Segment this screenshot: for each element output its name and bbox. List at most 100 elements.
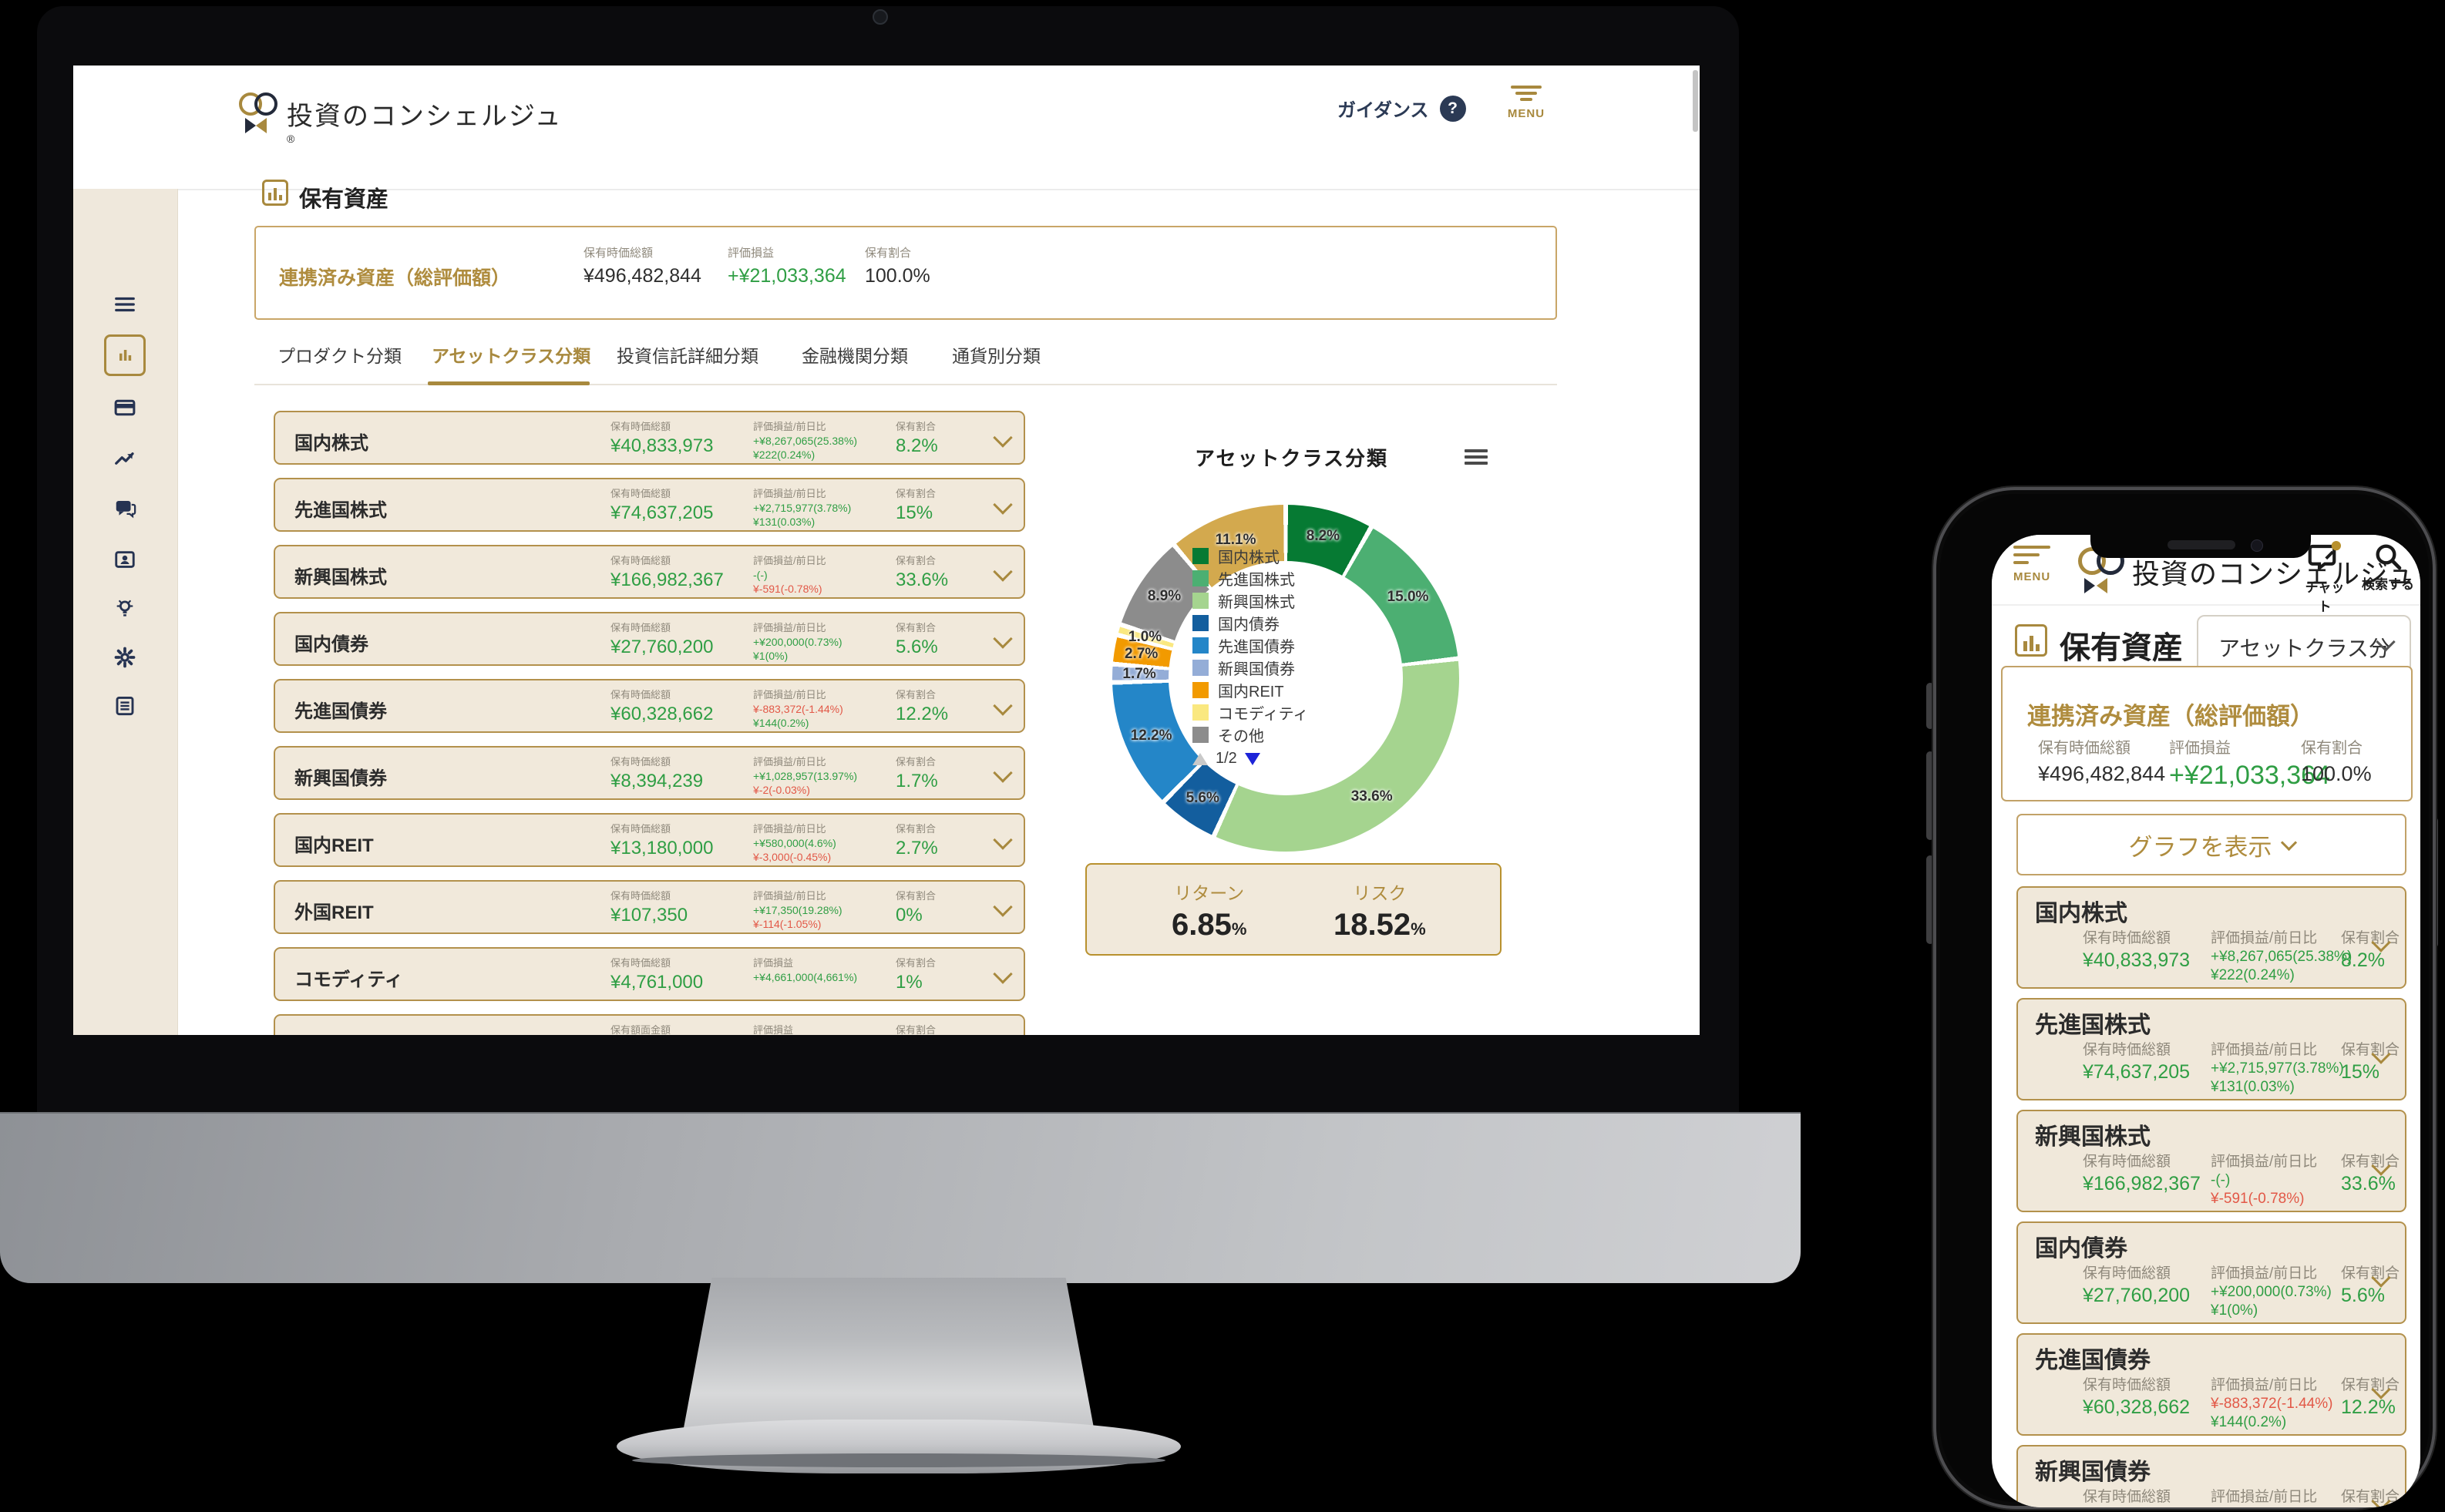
sidebar-item-settings[interactable] xyxy=(106,639,143,676)
donut-percent-label: 12.2% xyxy=(1130,727,1172,744)
tab-3[interactable]: 投資信託詳細分類 xyxy=(617,346,758,366)
donut-percent-label: 11.1% xyxy=(1215,532,1256,549)
asset-gain: 評価損益/前日比 +¥200,000(0.73%) ¥1(0%) xyxy=(2211,1265,2332,1319)
tab-5[interactable]: 通貨別分類 xyxy=(952,346,1041,366)
chevron-down-icon[interactable] xyxy=(993,696,1013,716)
gain-line: +¥8,267,065(25.38%) xyxy=(2211,949,2353,965)
asset-name: 国内債券 xyxy=(294,634,368,655)
legend-page-up-icon[interactable] xyxy=(1192,752,1208,765)
asset-gain: 評価損益- xyxy=(753,1024,794,1035)
asset-row[interactable]: 先進国債券 保有時価総額 ¥60,328,662 評価損益/前日比 ¥-883,372(… xyxy=(274,679,1025,733)
tab-1[interactable]: プロダクト分類 xyxy=(277,346,402,366)
monitor-stand-neck xyxy=(683,1278,1095,1432)
asset-market-value: 保有時価総額 ¥27,760,200 xyxy=(610,622,714,657)
sidebar-item-reports[interactable] xyxy=(106,687,143,724)
phone-asset-card[interactable]: 先進国債券 保有時価総額 ¥60,328,662 評価損益/前日比 ¥-883,372(… xyxy=(2016,1333,2406,1436)
asset-ratio: 保有割合 8.2% xyxy=(896,421,938,456)
sidebar-item-accounts[interactable] xyxy=(106,389,143,426)
logo-bowtie-icon xyxy=(256,118,267,133)
phone-category-dropdown[interactable]: アセットクラス分類 xyxy=(2197,615,2411,691)
donut-percent-label: 1.0% xyxy=(1128,628,1162,645)
chart-legend: 国内株式 先進国株式 新興国株式 国内債券 先進国債券 新興国債券 国内REIT コモディティ… xyxy=(1192,545,1393,770)
asset-gain: 評価損益/前日比 +¥200,000(0.73%) ¥1(0%) xyxy=(753,622,842,662)
page-title-icon xyxy=(262,180,288,206)
chevron-down-icon[interactable] xyxy=(993,495,1013,515)
phone-asset-card[interactable]: 国内株式 保有時価総額 ¥40,833,973 評価損益/前日比 +¥8,267,065… xyxy=(2016,886,2406,989)
asset-gain: 評価損益/前日比 +¥17,350(19.28%) ¥-114(-1.05%) xyxy=(753,890,842,930)
asset-row[interactable]: 国内債券 保有時価総額 ¥27,760,200 評価損益/前日比 +¥200,000(0… xyxy=(274,612,1025,666)
asset-market-value: 保有時価総額 ¥74,637,205 xyxy=(2083,1042,2191,1083)
logo-bowtie-icon xyxy=(2097,578,2107,593)
summary-ratio: 保有割合 100.0% xyxy=(865,247,930,287)
chart-menu-icon[interactable] xyxy=(1465,446,1488,465)
asset-market-value: 保有時価総額 ¥60,328,662 xyxy=(610,689,714,724)
phone-camera-icon xyxy=(2251,539,2263,552)
phone-menu-button[interactable]: MENU xyxy=(2013,546,2060,583)
chevron-down-icon[interactable] xyxy=(993,562,1013,582)
asset-market-value: 保有時価総額 ¥60,328,662 xyxy=(2083,1377,2191,1418)
guidance-button[interactable]: ガイダンス ? xyxy=(1337,95,1466,122)
phone-page-title-icon xyxy=(2015,624,2047,657)
app-title: 投資のコンシェルジュ® xyxy=(287,102,563,145)
gain-line: ¥222(0.24%) xyxy=(2211,967,2295,983)
asset-row[interactable]: 外国REIT 保有時価総額 ¥107,350 評価損益/前日比 +¥17,350(19.… xyxy=(274,880,1025,934)
gain-line: +¥8,267,065(25.38%) xyxy=(753,435,858,447)
legend-page-down-icon[interactable] xyxy=(1244,752,1260,765)
phone-asset-card[interactable]: 国内債券 保有時価総額 ¥27,760,200 評価損益/前日比 +¥200,000(0… xyxy=(2016,1221,2406,1324)
asset-row[interactable]: 国内REIT 保有時価総額 ¥13,180,000 評価損益/前日比 +¥580,000… xyxy=(274,813,1025,867)
sidebar-item-chat[interactable] xyxy=(106,490,143,527)
chevron-down-icon[interactable] xyxy=(993,763,1013,783)
tab-4[interactable]: 金融機関分類 xyxy=(802,346,908,366)
phone-show-graph-button[interactable]: グラフを表示 xyxy=(2016,814,2406,875)
sidebar-item-profile[interactable] xyxy=(106,541,143,578)
phone-summary-card: 連携済み資産（総評価額） 保有時価総額 ¥496,482,844 評価損益 +¥… xyxy=(2001,666,2413,801)
sidebar-item-menu[interactable] xyxy=(106,286,143,323)
phone-menu-label: MENU xyxy=(2013,570,2051,583)
chevron-down-icon[interactable] xyxy=(993,1031,1013,1035)
asset-gain: 評価損益/前日比 +¥2,715,977(3.78%) ¥131(0.03%) xyxy=(753,488,852,528)
asset-market-value: 保有時価総額 ¥166,982,367 xyxy=(2083,1154,2201,1194)
bar-chart-icon xyxy=(119,350,132,361)
asset-row[interactable]: 新興国債券 保有時価総額 ¥8,394,239 評価損益/前日比 +¥1,028,957… xyxy=(274,746,1025,800)
chevron-down-icon[interactable] xyxy=(993,830,1013,850)
asset-name: 新興国債券 xyxy=(2035,1460,2151,1485)
sidebar-item-performance[interactable] xyxy=(106,440,143,477)
menu-icon xyxy=(1499,86,1553,101)
asset-row[interactable]: 国内株式 保有時価総額 ¥40,833,973 評価損益/前日比 +¥8,267,065… xyxy=(274,411,1025,465)
asset-gain: 評価損益/前日比 +¥8,267,065(25.38%) ¥222(0.24%) xyxy=(2211,930,2353,983)
legend-label: 先進国債券 xyxy=(1218,639,1295,656)
asset-row[interactable]: 新興国株式 保有時価総額 ¥166,982,367 評価損益/前日比 -(-) ¥-591… xyxy=(274,545,1025,599)
chevron-down-icon[interactable] xyxy=(993,964,1013,984)
chevron-down-icon[interactable] xyxy=(993,428,1013,448)
donut-percent-label: 15.0% xyxy=(1387,589,1429,606)
gain-line: ¥131(0.03%) xyxy=(753,516,816,528)
legend-swatch xyxy=(1192,570,1209,586)
legend-swatch xyxy=(1192,704,1209,721)
chevron-down-icon[interactable] xyxy=(993,629,1013,649)
sidebar-item-advice[interactable] xyxy=(106,590,143,627)
tab-2[interactable]: アセットクラス分類 xyxy=(432,346,591,366)
menu-label: MENU xyxy=(1507,107,1545,120)
phone-asset-card[interactable]: 先進国株式 保有時価総額 ¥74,637,205 評価損益/前日比 +¥2,715,97… xyxy=(2016,998,2406,1100)
chevron-down-icon[interactable] xyxy=(993,897,1013,917)
legend-label: 国内REIT xyxy=(1218,684,1284,701)
sidebar-item-holdings[interactable] xyxy=(106,337,143,374)
menu-button[interactable]: MENU xyxy=(1499,82,1553,120)
asset-ratio: 保有割合 0% xyxy=(896,890,937,926)
legend-item: 先進国債券 xyxy=(1192,634,1393,657)
scrollbar-thumb[interactable] xyxy=(1693,70,1698,132)
asset-row[interactable]: コモディティ 保有時価総額 ¥4,761,000 評価損益 +¥4,661,000(4,… xyxy=(274,947,1025,1001)
tab-bar: プロダクト分類 アセットクラス分類 投資信託詳細分類 金融機関分類 通貨別分類 xyxy=(254,320,1557,385)
phone-search-button[interactable]: 検索する xyxy=(2360,541,2416,593)
legend-item: 先進国株式 xyxy=(1192,567,1393,590)
gain-line: +¥200,000(0.73%) xyxy=(753,636,842,648)
phone-chat-button[interactable]: チャット xyxy=(2300,541,2349,615)
app-logo[interactable]: 投資のコンシェルジュ® xyxy=(239,89,563,166)
phone-asset-card[interactable]: 新興国株式 保有時価総額 ¥166,982,367 評価損益/前日比 -(-) ¥-591… xyxy=(2016,1110,2406,1212)
asset-name: 新興国株式 xyxy=(2035,1124,2151,1150)
logo-circle-dark-icon xyxy=(254,92,277,116)
gain-line: ¥-591(-0.78%) xyxy=(753,583,822,595)
asset-row[interactable]: 先進国株式 保有時価総額 ¥74,637,205 評価損益/前日比 +¥2,715,97… xyxy=(274,478,1025,532)
